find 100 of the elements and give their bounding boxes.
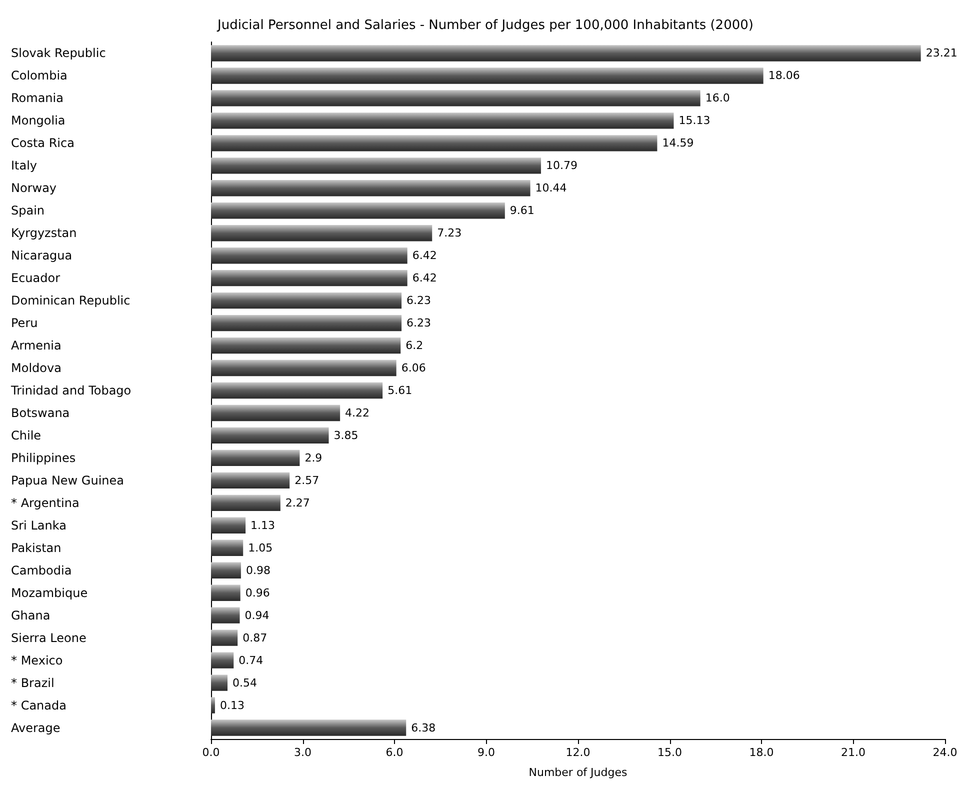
y-tick-label: Botswana bbox=[11, 406, 70, 420]
bar bbox=[211, 404, 340, 422]
y-tick-label: Mongolia bbox=[11, 114, 66, 128]
x-tick-label: 9.0 bbox=[478, 746, 495, 759]
bar bbox=[211, 517, 246, 534]
y-tick-label: Sri Lanka bbox=[11, 518, 66, 532]
y-tick-label: Ghana bbox=[11, 608, 50, 622]
bar bbox=[211, 630, 238, 646]
data-label: 6.06 bbox=[401, 362, 426, 375]
data-label: 6.23 bbox=[406, 294, 432, 308]
bar bbox=[211, 180, 530, 196]
data-label: 14.59 bbox=[662, 136, 694, 150]
bar bbox=[211, 540, 244, 556]
y-tick-label: Ecuador bbox=[11, 271, 60, 286]
data-label: 15.13 bbox=[678, 114, 710, 128]
data-label: 2.57 bbox=[294, 474, 320, 487]
bar bbox=[211, 112, 674, 129]
data-label: 0.94 bbox=[244, 608, 270, 622]
data-label: 6.23 bbox=[406, 316, 432, 330]
y-tick-label: Nicaragua bbox=[11, 248, 72, 263]
y-tick-label: Costa Rica bbox=[11, 136, 74, 150]
data-label: 0.87 bbox=[242, 631, 268, 644]
chart-title: Judicial Personnel and Salaries - Number of Judges per 100,000 Inhabitants (2000) bbox=[216, 18, 754, 33]
data-label: 10.44 bbox=[535, 182, 567, 195]
y-tick-label: Slovak Republic bbox=[11, 46, 106, 60]
bar bbox=[211, 248, 408, 264]
data-label: 6.38 bbox=[411, 721, 436, 734]
data-label: 1.13 bbox=[250, 518, 276, 532]
y-tick-label: * Canada bbox=[11, 698, 66, 712]
y-tick-label: Pakistan bbox=[11, 540, 62, 555]
y-tick-label: * Argentina bbox=[11, 496, 80, 510]
x-tick-label: 15.0 bbox=[658, 746, 682, 759]
x-axis-title: Number of Judges bbox=[528, 766, 628, 779]
y-tick-label: Norway bbox=[11, 181, 57, 196]
y-tick-label: Philippines bbox=[11, 450, 76, 465]
data-label: 6.42 bbox=[412, 272, 437, 285]
y-tick-label: Mozambique bbox=[11, 586, 88, 600]
bar bbox=[211, 68, 764, 84]
x-tick-label: 12.0 bbox=[566, 746, 590, 759]
data-label: 2.27 bbox=[285, 496, 310, 510]
x-tick-label: 18.0 bbox=[749, 746, 774, 759]
x-tick-label: 0.0 bbox=[202, 746, 220, 759]
y-tick-label: * Brazil bbox=[11, 676, 54, 690]
y-tick-label: Moldova bbox=[11, 361, 62, 376]
y-tick-label: Kyrgyzstan bbox=[11, 226, 77, 240]
bar bbox=[211, 225, 432, 242]
bar bbox=[211, 494, 280, 512]
bar bbox=[211, 652, 234, 668]
y-tick-label: Average bbox=[11, 720, 60, 735]
y-tick-label: Cambodia bbox=[11, 563, 72, 578]
bar bbox=[211, 158, 541, 174]
data-label: 23.21 bbox=[926, 46, 958, 60]
data-label: 0.96 bbox=[245, 586, 270, 600]
x-tick-label: 21.0 bbox=[841, 746, 866, 759]
bar bbox=[211, 382, 383, 399]
data-label: 1.05 bbox=[248, 541, 273, 554]
bar bbox=[211, 292, 402, 309]
y-tick-label: Armenia bbox=[11, 338, 62, 353]
y-tick-label: Romania bbox=[11, 91, 64, 106]
bar bbox=[211, 314, 402, 332]
y-tick-label: Spain bbox=[11, 204, 45, 218]
bar bbox=[211, 720, 406, 736]
x-tick-label: 3.0 bbox=[294, 746, 312, 759]
y-tick-label: * Mexico bbox=[11, 653, 63, 668]
data-label: 10.79 bbox=[546, 159, 578, 172]
bar bbox=[211, 202, 505, 219]
data-label: 16.0 bbox=[705, 92, 730, 105]
bar bbox=[211, 270, 408, 286]
y-tick-label: Papua New Guinea bbox=[11, 473, 124, 488]
data-label: 6.2 bbox=[406, 339, 424, 352]
x-tick-label: 6.0 bbox=[386, 746, 404, 759]
y-tick-label: Dominican Republic bbox=[11, 294, 130, 308]
y-tick-label: Peru bbox=[11, 316, 38, 330]
bar bbox=[211, 337, 401, 354]
data-label: 7.23 bbox=[437, 226, 462, 240]
data-label: 3.85 bbox=[334, 428, 358, 442]
bar bbox=[211, 584, 240, 601]
bar bbox=[211, 472, 290, 489]
data-label: 0.98 bbox=[246, 564, 270, 577]
y-tick-label: Sierra Leone bbox=[11, 630, 86, 645]
data-label: 2.9 bbox=[304, 451, 322, 464]
data-label: 5.61 bbox=[388, 384, 412, 397]
bar bbox=[211, 562, 241, 578]
data-label: 6.42 bbox=[412, 249, 437, 262]
y-tick-label: Trinidad and Tobago bbox=[10, 384, 132, 398]
y-tick-label: Chile bbox=[11, 428, 42, 442]
bar bbox=[211, 674, 228, 691]
data-label: 0.74 bbox=[238, 654, 264, 667]
bar bbox=[211, 45, 921, 62]
data-label: 4.22 bbox=[345, 406, 370, 420]
y-tick-label: Colombia bbox=[11, 68, 68, 83]
data-label: 9.61 bbox=[510, 204, 534, 218]
bar bbox=[211, 607, 240, 624]
bar bbox=[211, 427, 329, 444]
bar bbox=[211, 450, 300, 466]
bar bbox=[211, 90, 700, 106]
x-tick-label: 24.0 bbox=[932, 746, 958, 759]
bar bbox=[211, 135, 658, 152]
data-label: 18.06 bbox=[768, 69, 800, 82]
data-label: 0.54 bbox=[232, 676, 258, 690]
